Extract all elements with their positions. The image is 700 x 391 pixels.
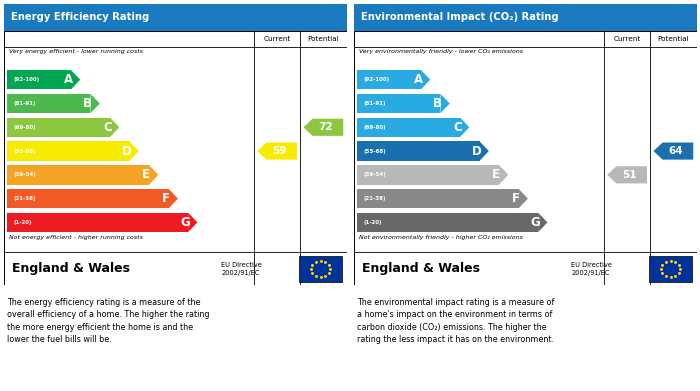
Bar <box>649 255 692 282</box>
Bar <box>357 189 519 208</box>
Polygon shape <box>71 70 80 90</box>
Text: C: C <box>453 121 461 134</box>
Text: E: E <box>492 169 500 181</box>
Text: EU Directive
2002/91/EC: EU Directive 2002/91/EC <box>571 262 612 276</box>
Polygon shape <box>130 141 139 161</box>
Polygon shape <box>188 213 197 232</box>
Text: Very energy efficient - lower running costs: Very energy efficient - lower running co… <box>8 49 143 54</box>
Text: (55-68): (55-68) <box>13 149 36 154</box>
Text: England & Wales: England & Wales <box>12 262 130 275</box>
Text: 64: 64 <box>668 146 682 156</box>
Text: E: E <box>142 169 150 181</box>
Text: F: F <box>162 192 170 205</box>
Text: (39-54): (39-54) <box>13 172 36 178</box>
Bar <box>7 141 130 161</box>
Polygon shape <box>460 118 469 137</box>
Polygon shape <box>169 189 178 208</box>
Text: (55-68): (55-68) <box>363 149 386 154</box>
Bar <box>7 118 110 137</box>
Bar <box>357 141 480 161</box>
Bar <box>7 70 71 90</box>
Bar <box>7 94 90 113</box>
Text: The environmental impact rating is a measure of
a home's impact on the environme: The environmental impact rating is a mea… <box>357 298 554 344</box>
Text: Not environmentally friendly - higher CO₂ emissions: Not environmentally friendly - higher CO… <box>358 235 522 240</box>
Text: (1-20): (1-20) <box>363 220 382 225</box>
Polygon shape <box>653 142 693 160</box>
Polygon shape <box>90 94 99 113</box>
Polygon shape <box>303 119 343 136</box>
Text: G: G <box>531 216 540 229</box>
Bar <box>357 70 421 90</box>
Text: Potential: Potential <box>657 36 690 42</box>
Text: (69-80): (69-80) <box>13 125 36 130</box>
Bar <box>357 94 440 113</box>
Text: A: A <box>414 73 423 86</box>
Text: EU Directive
2002/91/EC: EU Directive 2002/91/EC <box>221 262 262 276</box>
Text: 59: 59 <box>272 146 286 156</box>
Text: The energy efficiency rating is a measure of the
overall efficiency of a home. T: The energy efficiency rating is a measur… <box>7 298 209 344</box>
Text: B: B <box>433 97 442 110</box>
Text: D: D <box>472 145 482 158</box>
Polygon shape <box>257 142 297 160</box>
Polygon shape <box>149 165 158 185</box>
Text: Environmental Impact (CO₂) Rating: Environmental Impact (CO₂) Rating <box>361 13 559 22</box>
Bar <box>357 165 499 185</box>
Text: (69-80): (69-80) <box>363 125 386 130</box>
Text: A: A <box>64 73 73 86</box>
Text: F: F <box>512 192 520 205</box>
Text: England & Wales: England & Wales <box>362 262 480 275</box>
Text: (21-38): (21-38) <box>13 196 36 201</box>
Text: Energy Efficiency Rating: Energy Efficiency Rating <box>11 13 149 22</box>
Text: (81-91): (81-91) <box>363 101 386 106</box>
Bar <box>357 213 538 232</box>
Polygon shape <box>440 94 449 113</box>
Text: (92-100): (92-100) <box>13 77 39 82</box>
Polygon shape <box>538 213 547 232</box>
Text: (92-100): (92-100) <box>363 77 389 82</box>
Bar <box>299 255 342 282</box>
Text: B: B <box>83 97 92 110</box>
Bar <box>354 4 696 31</box>
Text: (1-20): (1-20) <box>13 220 32 225</box>
Text: Current: Current <box>613 36 641 42</box>
Bar <box>7 189 169 208</box>
Polygon shape <box>607 166 647 183</box>
Text: C: C <box>103 121 111 134</box>
Polygon shape <box>480 141 489 161</box>
Polygon shape <box>519 189 528 208</box>
Polygon shape <box>499 165 508 185</box>
Text: Not energy efficient - higher running costs: Not energy efficient - higher running co… <box>8 235 143 240</box>
Text: (21-38): (21-38) <box>363 196 386 201</box>
Text: (39-54): (39-54) <box>363 172 386 178</box>
Bar <box>7 165 149 185</box>
Text: Potential: Potential <box>307 36 340 42</box>
Text: (81-91): (81-91) <box>13 101 36 106</box>
Bar <box>7 213 188 232</box>
Text: D: D <box>122 145 132 158</box>
Text: 51: 51 <box>622 170 636 180</box>
Polygon shape <box>110 118 119 137</box>
Text: 72: 72 <box>318 122 332 132</box>
Text: Very environmentally friendly - lower CO₂ emissions: Very environmentally friendly - lower CO… <box>358 49 523 54</box>
Text: Current: Current <box>263 36 290 42</box>
Bar <box>357 118 460 137</box>
Bar <box>4 4 346 31</box>
Text: G: G <box>181 216 190 229</box>
Polygon shape <box>421 70 430 90</box>
